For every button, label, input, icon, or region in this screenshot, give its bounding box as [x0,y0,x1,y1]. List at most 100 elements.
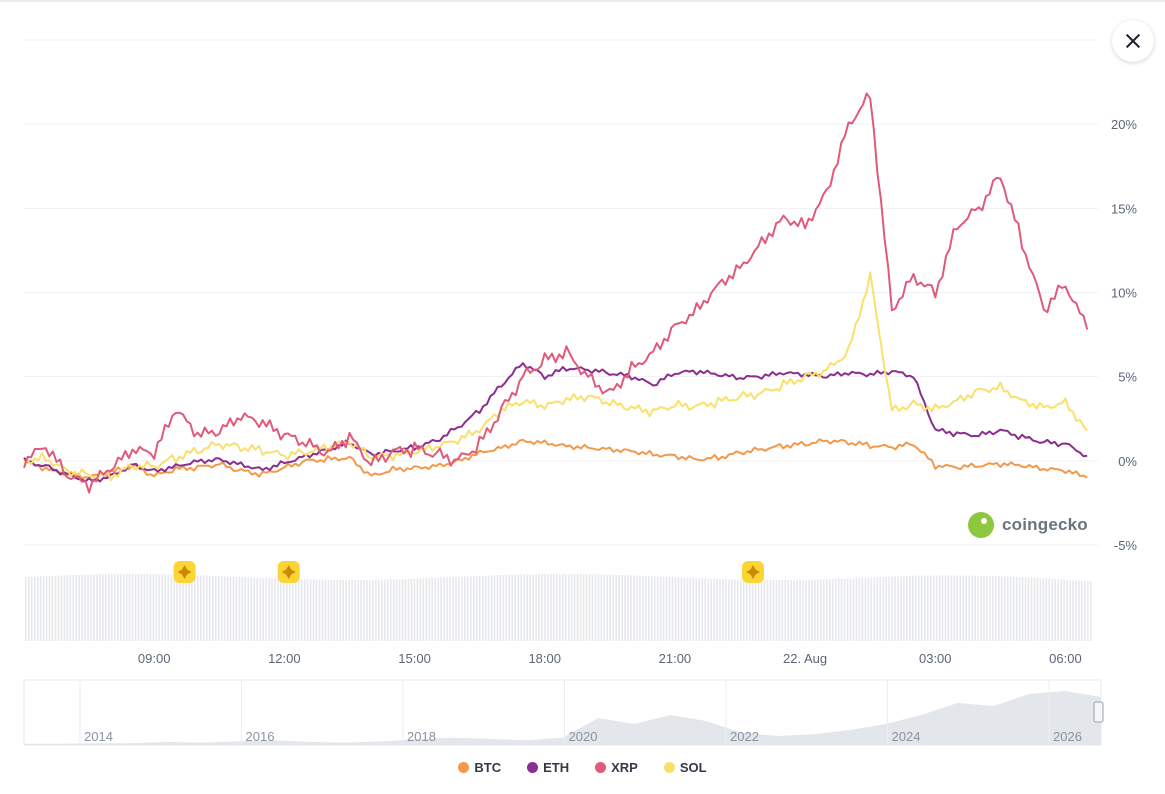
volume-bar [321,579,324,641]
event-markers[interactable] [173,561,765,583]
volume-bar [99,574,101,641]
top-border [0,0,1165,2]
volume-bar [149,574,152,641]
volume-bar [226,576,229,641]
volume-bar [823,579,825,641]
coingecko-watermark: coingecko [968,512,1088,538]
volume-bar [54,575,57,641]
volume-bar [929,575,932,641]
x-tick-label: 06:00 [1049,651,1082,666]
volume-bar [1051,578,1054,641]
volume-bar [511,574,514,641]
volume-bar [137,574,140,641]
volume-bar [360,579,362,641]
grid-lines [24,39,1098,546]
volume-bar [1048,578,1051,641]
x-tick-label: 15:00 [398,651,431,666]
volume-bar [140,574,143,641]
volume-bar [312,579,315,641]
legend-dot-icon [663,762,675,773]
volume-bar [324,579,327,641]
volume-bar [906,576,908,641]
volume-bar [630,575,632,641]
volume-bar [600,574,603,641]
volume-bar [381,579,383,641]
volume-bar [60,575,63,641]
volume-bar [704,578,706,641]
volume-bar [375,579,377,641]
volume-bar [262,578,264,641]
volume-bar [731,579,733,641]
volume-bar [277,578,279,641]
navigator-handle [1093,701,1104,723]
volume-bar [591,574,594,641]
volume-bar [677,577,680,641]
range-navigator[interactable]: 2014 2016 2018 2020 2022 2024 2026 [23,679,1104,746]
volume-bar [986,575,988,641]
series-line-sol [23,271,1088,482]
volume-bar [1033,577,1036,641]
legend-item-btc[interactable]: BTC [458,760,501,775]
volume-bar [1072,580,1074,641]
volume-bar [309,579,312,641]
volume-bar [90,574,92,641]
volume-bar [434,577,436,641]
volume-bar [443,577,445,641]
volume-bar [1001,576,1003,641]
volume-bar [25,577,27,641]
legend-item-eth[interactable]: ETH [527,760,569,775]
sparkle-icon [746,565,761,579]
volume-bar [784,580,787,641]
volume-bar [42,576,45,641]
volume-bar [716,578,718,641]
volume-bar [570,574,573,641]
volume-bar [490,575,493,641]
y-tick-label: 5% [1118,370,1137,385]
volume-bar [671,577,674,641]
volume-bar [241,577,244,641]
volume-bar [808,579,810,641]
volume-bar [93,574,95,641]
volume-bar [811,579,813,641]
navigator-year-label: 2026 [1053,729,1082,744]
legend-label: BTC [474,760,502,775]
volume-bar [567,574,570,641]
volume-bar [989,576,991,641]
volume-bar [953,575,956,641]
volume-bar [745,579,748,641]
y-tick-label: -5% [1114,538,1138,553]
volume-bar [517,574,520,641]
volume-bar [220,576,223,641]
volume-bar [941,575,944,641]
volume-bar [351,580,353,641]
volume-bar [87,574,89,641]
close-button[interactable] [1112,20,1154,62]
volume-bar [274,578,276,641]
volume-bar [102,574,104,641]
volume-bar [461,576,463,641]
volume-bar [384,579,386,641]
legend-item-xrp[interactable]: XRP [595,760,638,775]
volume-bar [695,578,698,641]
volume-bar [446,577,448,641]
volume-bar [645,576,647,641]
volume-bar [686,577,689,641]
volume-bar [176,574,178,641]
volume-bar [766,580,769,641]
volume-bar [728,579,730,641]
volume-bar [1060,579,1062,641]
volume-bar [1042,578,1045,641]
y-tick-label: 10% [1111,286,1137,301]
volume-bar [636,575,638,641]
volume-bar [891,576,893,641]
volume-bar [523,574,525,641]
volume-bar [787,580,789,641]
volume-bar [48,576,51,641]
legend-item-sol[interactable]: SOL [663,760,707,775]
volume-bar [594,574,597,641]
volume-bar [167,574,169,641]
y-tick-label: 0% [1118,454,1137,469]
volume-bar [683,577,686,641]
volume-bar [428,578,431,641]
